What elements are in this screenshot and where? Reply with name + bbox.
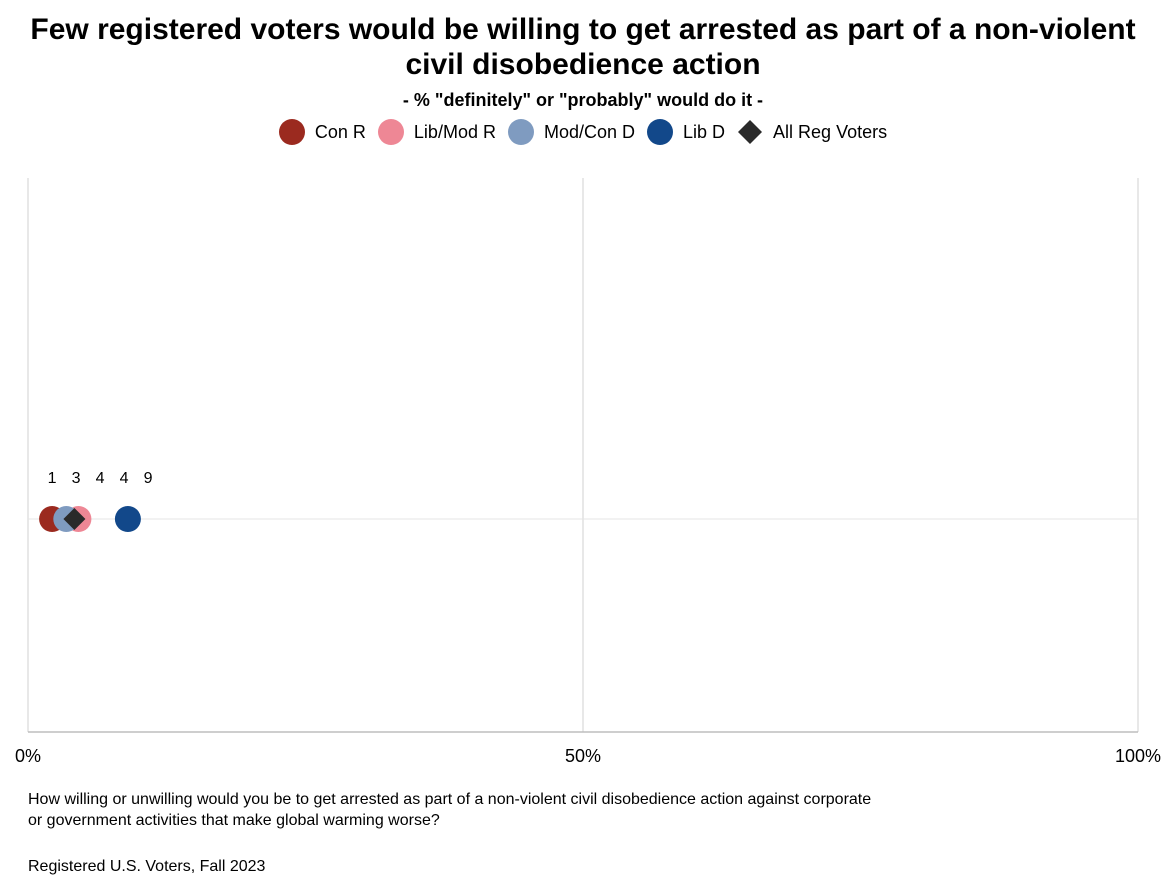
x-axis-ticks: 0% 50% 100% <box>15 746 1161 766</box>
legend-swatch-mod-con-d <box>507 119 534 145</box>
chart-title: Few registered voters would be willing t… <box>30 13 1136 81</box>
legend-label-lib-mod-r: Lib/Mod R <box>413 121 496 142</box>
data-label-lib-d: 9 <box>144 470 153 487</box>
legend-label-mod-con-d: Mod/Con D <box>543 121 636 142</box>
source-note: Registered U.S. Voters, Fall 2023 <box>28 858 266 875</box>
legend-marker-lib-d <box>647 119 674 145</box>
legend-label-con-r: Con R <box>314 121 366 142</box>
legend-item-lib-mod-r: Lib/Mod R <box>377 119 496 145</box>
legend: Con R Lib/Mod R Mod/Con D Lib D All Reg … <box>0 119 1166 145</box>
legend-item-lib-d: Lib D <box>647 119 725 145</box>
legend-swatch-con-r <box>278 119 305 145</box>
data-label-con-r: 1 <box>48 470 57 487</box>
legend-label-all-reg-voters: All Reg Voters <box>773 121 888 142</box>
data-label-all-reg-voters: 4 <box>96 470 105 487</box>
x-tick-label: 50% <box>565 746 601 766</box>
legend-label-lib-d: Lib D <box>683 121 726 142</box>
legend-marker-all-reg-voters <box>738 120 763 144</box>
legend-item-all-reg-voters: All Reg Voters <box>737 119 887 145</box>
legend-item-con-r: Con R <box>278 119 366 145</box>
point-lib-d <box>114 506 141 532</box>
legend-marker-con-r <box>278 119 305 145</box>
chart-subtitle: - % "definitely" or "probably" would do … <box>402 90 764 110</box>
legend-marker-lib-mod-r <box>377 119 404 145</box>
grid-layer <box>27 178 1139 732</box>
x-tick-label: 100% <box>1115 746 1161 766</box>
legend-item-mod-con-d: Mod/Con D <box>507 119 636 145</box>
data-label-mod-con-d: 3 <box>72 470 81 487</box>
legend-swatch-lib-d <box>647 119 674 145</box>
data-label-lib-mod-r: 4 <box>120 470 129 487</box>
data-points <box>39 506 141 532</box>
legend-marker-mod-con-d <box>507 119 534 145</box>
legend-swatch-all-reg-voters <box>738 120 763 144</box>
question-footnote: How willing or unwilling would you be to… <box>28 791 872 829</box>
x-tick-label: 0% <box>15 746 41 766</box>
legend-swatch-lib-mod-r <box>377 119 404 145</box>
point-all-reg-voters <box>63 508 86 530</box>
